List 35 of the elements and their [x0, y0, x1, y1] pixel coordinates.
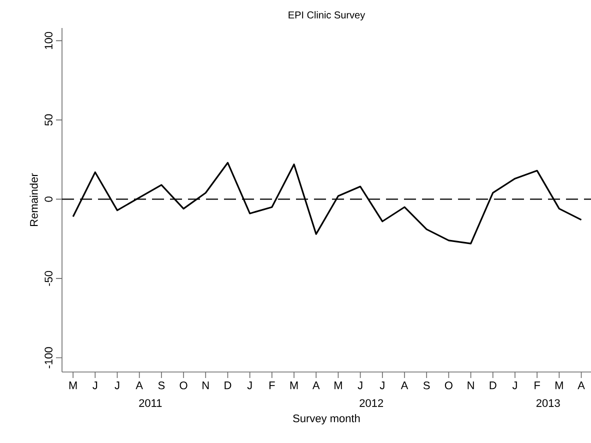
x-tick-label: M	[290, 382, 298, 390]
x-axis-title: Survey month	[293, 414, 360, 424]
x-tick-label: F	[534, 382, 540, 390]
x-tick-label: N	[468, 382, 474, 390]
x-tick-label: J	[358, 382, 362, 390]
text: 2011	[139, 399, 162, 407]
x-tick-label: A	[578, 382, 585, 390]
text: 2012	[360, 399, 384, 407]
x-tick-label: J	[92, 382, 98, 390]
x-tick-label: D	[224, 382, 232, 390]
y-tick-label: 100	[44, 32, 52, 50]
x-tick-label: D	[490, 382, 496, 390]
x-tick-label: A	[136, 382, 143, 390]
x-tick-label: O	[444, 382, 452, 390]
x-tick-label: F	[269, 382, 275, 390]
y-tick-label: 50	[44, 114, 52, 126]
chart-title: EPI Clinic Survey	[288, 11, 366, 20]
x-tick-label: M	[69, 382, 77, 390]
x-tick-label: O	[180, 382, 188, 390]
y-axis-title: Remainder	[30, 173, 38, 226]
x-tick-label: J	[114, 382, 120, 390]
x-tick-label: S	[158, 382, 165, 390]
x-tick-label: M	[334, 382, 342, 390]
y-tick-label: 0	[44, 196, 52, 202]
x-tick-label: A	[400, 382, 408, 390]
x-tick-label: J	[380, 382, 384, 390]
x-tick-label: A	[312, 382, 320, 390]
text: 2013	[536, 399, 560, 407]
x-tick-label: J	[512, 382, 517, 390]
x-tick-label: J	[247, 382, 252, 390]
y-tick-label: -100	[44, 347, 52, 368]
x-tick-label: M	[556, 382, 563, 390]
x-tick-label: N	[202, 382, 209, 390]
y-tick-label: -50	[44, 270, 52, 286]
x-tick-label: S	[423, 382, 430, 390]
